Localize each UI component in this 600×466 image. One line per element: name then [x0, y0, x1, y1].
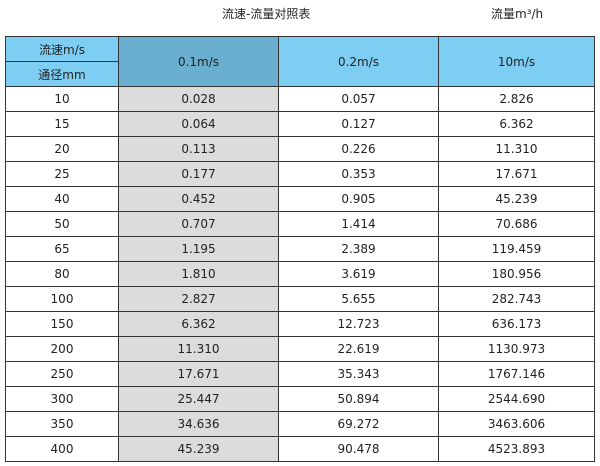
flow-cell: 45.239 [118, 436, 279, 462]
diameter-cell: 150 [5, 311, 119, 337]
table-row: 40 0.452 0.905 45.239 [5, 186, 595, 212]
flow-cell: 3.619 [278, 261, 439, 287]
flow-cell: 0.226 [278, 136, 439, 162]
flow-cell: 5.655 [278, 286, 439, 312]
flow-cell: 0.905 [278, 186, 439, 212]
flow-cell: 1.414 [278, 211, 439, 237]
diameter-cell: 15 [5, 111, 119, 137]
table-row: 100 2.827 5.655 282.743 [5, 286, 595, 312]
flow-cell: 0.353 [278, 161, 439, 187]
table-row: 300 25.447 50.894 2544.690 [5, 386, 595, 412]
flow-cell: 0.452 [118, 186, 279, 212]
table-row: 80 1.810 3.619 180.956 [5, 261, 595, 287]
velocity-flow-table: 流速m/s 0.1m/s 0.2m/s 10m/s 通径mm 10 0.028 0.… [5, 36, 595, 462]
unit-label: 流量m³/h [491, 7, 544, 21]
flow-cell: 180.956 [438, 261, 595, 287]
diameter-cell: 10 [5, 86, 119, 112]
flow-cell: 0.127 [278, 111, 439, 137]
flow-cell: 636.173 [438, 311, 595, 337]
column-header: 10m/s [438, 36, 595, 87]
flow-cell: 6.362 [118, 311, 279, 337]
diameter-cell: 65 [5, 236, 119, 262]
flow-cell: 25.447 [118, 386, 279, 412]
flow-cell: 2.827 [118, 286, 279, 312]
flow-cell: 2.826 [438, 86, 595, 112]
flow-cell: 2544.690 [438, 386, 595, 412]
flow-cell: 11.310 [118, 336, 279, 362]
flow-cell: 1.810 [118, 261, 279, 287]
diameter-cell: 400 [5, 436, 119, 462]
flow-cell: 3463.606 [438, 411, 595, 437]
flow-cell: 90.478 [278, 436, 439, 462]
flow-cell: 0.707 [118, 211, 279, 237]
velocity-header: 流速m/s [5, 36, 119, 62]
table-title: 流速-流量对照表 [222, 7, 311, 21]
table-row: 350 34.636 69.272 3463.606 [5, 411, 595, 437]
flow-cell: 12.723 [278, 311, 439, 337]
flow-cell: 0.057 [278, 86, 439, 112]
flow-cell: 119.459 [438, 236, 595, 262]
table-row: 150 6.362 12.723 636.173 [5, 311, 595, 337]
flow-cell: 2.389 [278, 236, 439, 262]
diameter-cell: 100 [5, 286, 119, 312]
flow-cell: 11.310 [438, 136, 595, 162]
flow-cell: 69.272 [278, 411, 439, 437]
flow-cell: 1.195 [118, 236, 279, 262]
diameter-cell: 80 [5, 261, 119, 287]
column-header: 0.2m/s [278, 36, 439, 87]
table-row: 10 0.028 0.057 2.826 [5, 86, 595, 112]
flow-cell: 34.636 [118, 411, 279, 437]
table-row: 25 0.177 0.353 17.671 [5, 161, 595, 187]
table-row: 20 0.113 0.226 11.310 [5, 136, 595, 162]
flow-cell: 35.343 [278, 361, 439, 387]
flow-cell: 17.671 [118, 361, 279, 387]
table-row: 250 17.671 35.343 1767.146 [5, 361, 595, 387]
diameter-cell: 250 [5, 361, 119, 387]
table-row: 200 11.310 22.619 1130.973 [5, 336, 595, 362]
flow-cell: 1130.973 [438, 336, 595, 362]
flow-cell: 0.064 [118, 111, 279, 137]
table-row: 400 45.239 90.478 4523.893 [5, 436, 595, 462]
flow-cell: 1767.146 [438, 361, 595, 387]
diameter-cell: 300 [5, 386, 119, 412]
flow-cell: 22.619 [278, 336, 439, 362]
flow-cell: 17.671 [438, 161, 595, 187]
diameter-cell: 50 [5, 211, 119, 237]
flow-cell: 6.362 [438, 111, 595, 137]
flow-cell: 0.177 [118, 161, 279, 187]
diameter-cell: 200 [5, 336, 119, 362]
flow-cell: 45.239 [438, 186, 595, 212]
diameter-header: 通径mm [5, 61, 119, 87]
flow-cell: 0.028 [118, 86, 279, 112]
flow-cell: 50.894 [278, 386, 439, 412]
flow-cell: 4523.893 [438, 436, 595, 462]
flow-cell: 282.743 [438, 286, 595, 312]
diameter-cell: 350 [5, 411, 119, 437]
flow-cell: 0.113 [118, 136, 279, 162]
flow-cell: 70.686 [438, 211, 595, 237]
diameter-cell: 40 [5, 186, 119, 212]
table-row: 50 0.707 1.414 70.686 [5, 211, 595, 237]
column-header: 0.1m/s [118, 36, 279, 87]
diameter-cell: 20 [5, 136, 119, 162]
table-row: 65 1.195 2.389 119.459 [5, 236, 595, 262]
table-row: 15 0.064 0.127 6.362 [5, 111, 595, 137]
diameter-cell: 25 [5, 161, 119, 187]
